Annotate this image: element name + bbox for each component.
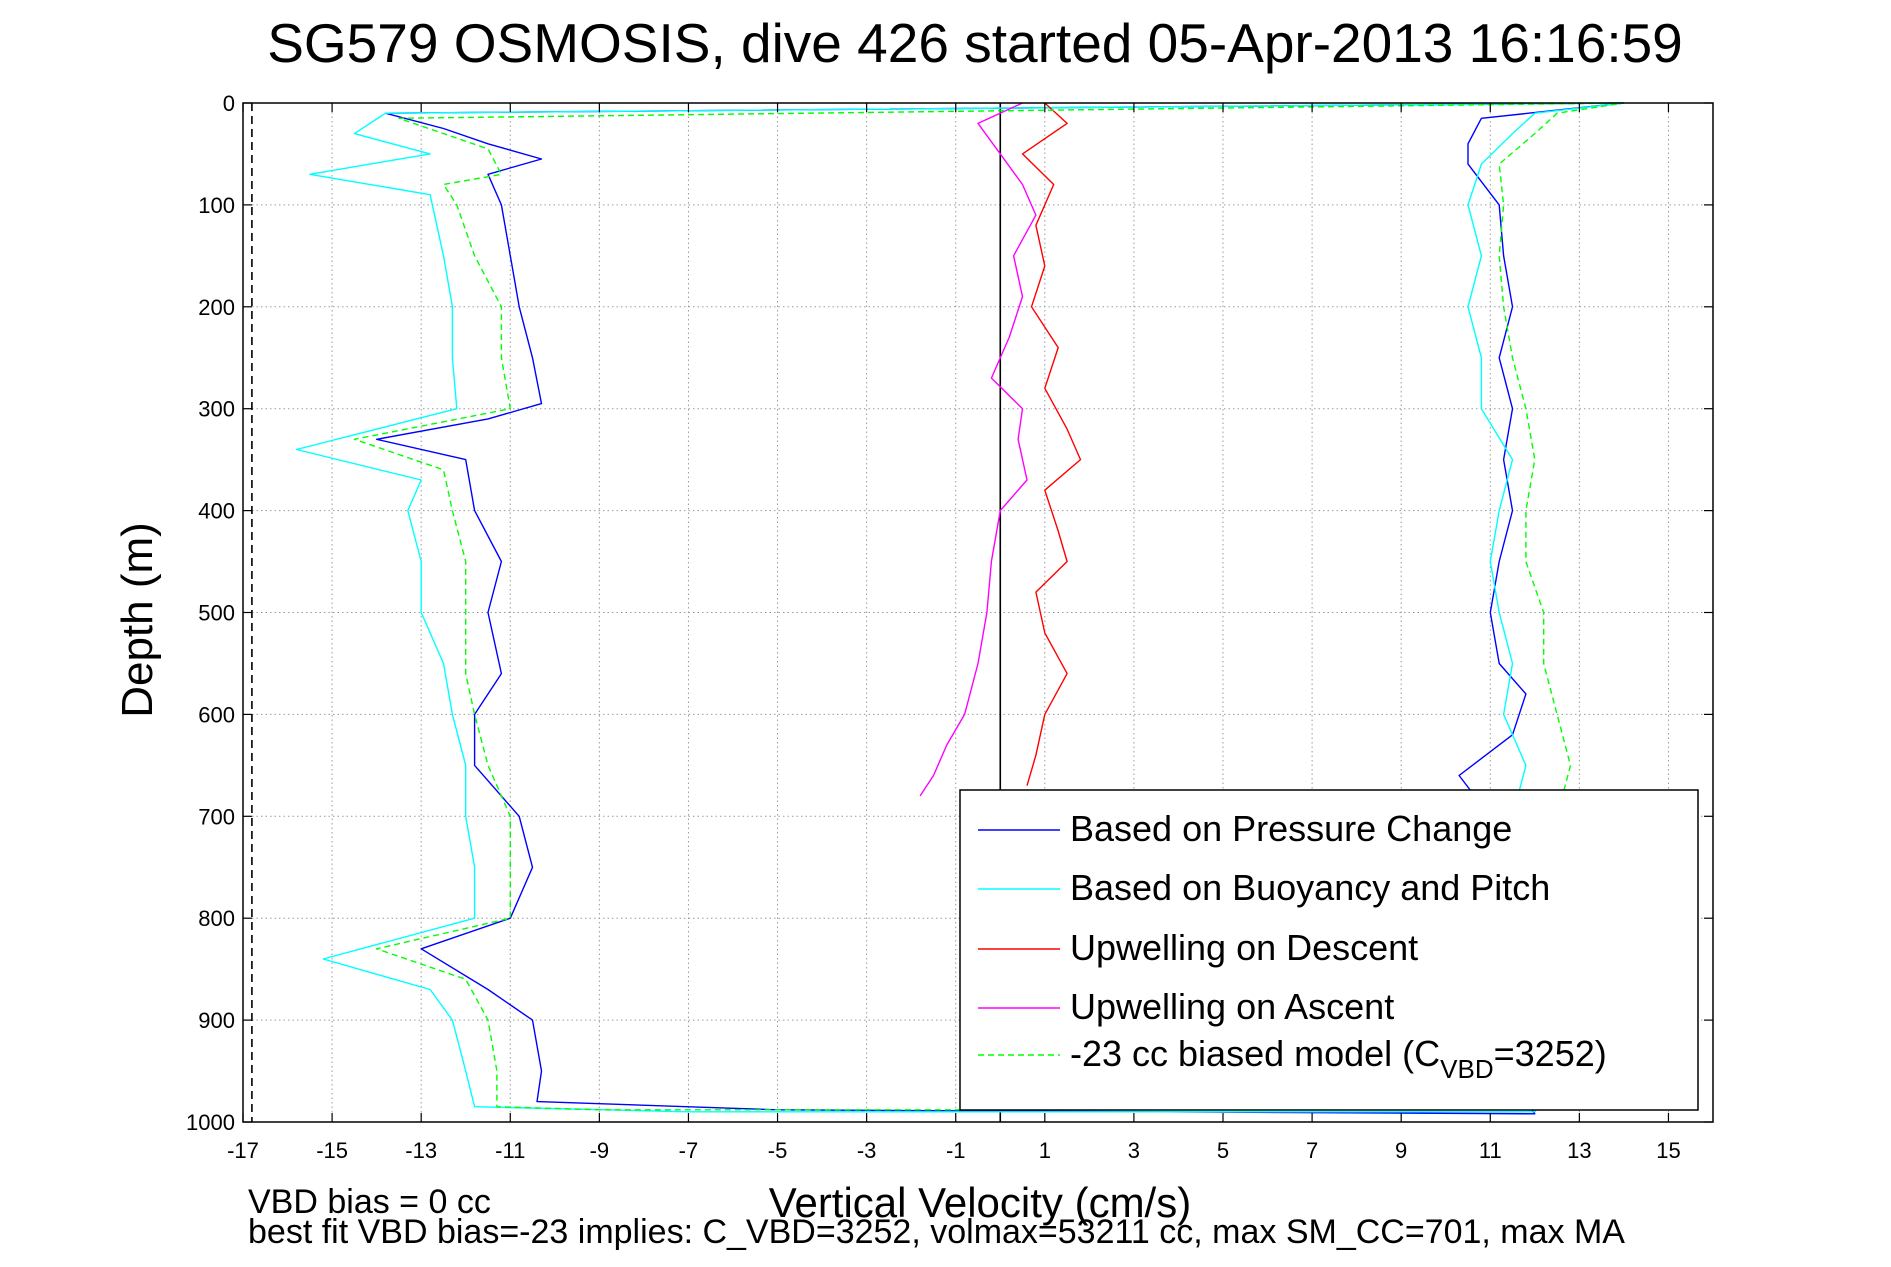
x-tick-label: -3 xyxy=(857,1138,877,1163)
x-axis-label: Vertical Velocity (cm/s) xyxy=(769,1179,1191,1226)
x-tick-label: -7 xyxy=(679,1138,699,1163)
y-tick-label: 600 xyxy=(198,702,235,727)
x-tick-label: -15 xyxy=(316,1138,348,1163)
series-line-2 xyxy=(1021,102,1082,786)
legend-entries: Based on Pressure Change Based on Buoyanc… xyxy=(978,808,1607,1084)
series-line-3 xyxy=(919,102,1037,797)
y-tick-label: 700 xyxy=(198,804,235,829)
x-tick-label: -17 xyxy=(227,1138,259,1163)
footer-line-1: VBD bias = 0 cc xyxy=(248,1183,491,1221)
x-tick-label: 13 xyxy=(1567,1138,1591,1163)
legend-label-2: Upwelling on Descent xyxy=(1070,927,1418,968)
y-tick-label: 900 xyxy=(198,1008,235,1033)
x-tick-label: 15 xyxy=(1656,1138,1680,1163)
series-line-4 xyxy=(353,102,1625,1111)
legend: Based on Pressure Change Based on Buoyanc… xyxy=(959,789,1699,1111)
y-axis-ticks: 0 100 200 300 400 500 600 700 800 900 1000 xyxy=(186,91,1713,1135)
x-tick-label: 9 xyxy=(1395,1138,1407,1163)
legend-label-1: Based on Buoyancy and Pitch xyxy=(1070,867,1550,908)
x-tick-label: -13 xyxy=(405,1138,437,1163)
x-tick-label: 5 xyxy=(1217,1138,1229,1163)
series-line-0 xyxy=(375,102,1624,1115)
x-tick-label: -11 xyxy=(495,1138,525,1163)
legend-box xyxy=(959,789,1699,1111)
x-tick-label: 1 xyxy=(1039,1138,1051,1163)
x-tick-label: 7 xyxy=(1306,1138,1318,1163)
y-tick-label: 800 xyxy=(198,906,235,931)
x-tick-label: -9 xyxy=(590,1138,610,1163)
y-tick-label: 500 xyxy=(198,601,235,626)
chart-title: SG579 OSMOSIS, dive 426 started 05-Apr-2… xyxy=(267,12,1683,74)
legend-label-3: Upwelling on Ascent xyxy=(1070,986,1394,1027)
legend-label-4: -23 cc biased model (CVBD=3252) xyxy=(1070,1033,1607,1084)
y-tick-label: 200 xyxy=(198,295,235,320)
legend-label-0: Based on Pressure Change xyxy=(1070,808,1512,849)
x-tick-label: 11 xyxy=(1479,1138,1502,1163)
x-tick-label: 3 xyxy=(1128,1138,1140,1163)
y-tick-label: 100 xyxy=(198,193,235,218)
x-axis-ticks: -17 -15 -13 -11 -9 -7 -5 -3 -1 1 3 5 7 9 11 13 15 xyxy=(227,103,1681,1163)
y-tick-label: 0 xyxy=(223,91,235,116)
x-tick-label: -5 xyxy=(768,1138,788,1163)
footer-line-2: best fit VBD bias=-23 implies: C_VBD=325… xyxy=(248,1213,1625,1251)
series-lines xyxy=(295,102,1625,1115)
y-tick-label: 1000 xyxy=(186,1110,235,1135)
y-tick-label: 300 xyxy=(198,397,235,422)
series-line-1 xyxy=(295,102,1624,1113)
x-tick-label: -1 xyxy=(946,1138,966,1163)
y-tick-label: 400 xyxy=(198,499,235,524)
y-axis-label: Depth (m) xyxy=(113,522,162,718)
